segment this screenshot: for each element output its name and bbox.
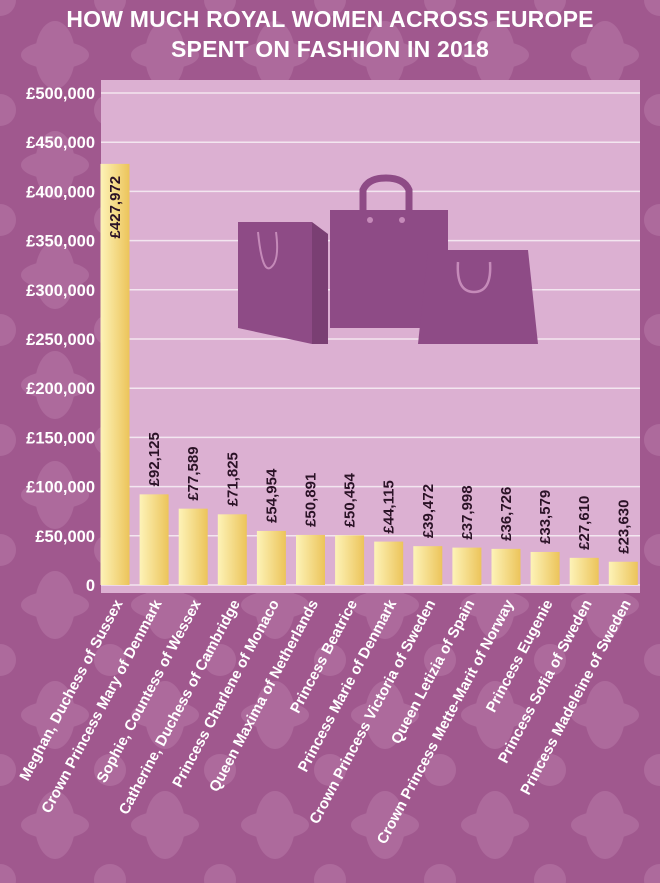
y-tick-label: £50,000 xyxy=(35,528,95,546)
data-label: £37,998 xyxy=(459,485,476,539)
y-tick-label: £300,000 xyxy=(26,282,95,300)
bar xyxy=(256,530,286,585)
data-label: £54,954 xyxy=(263,468,280,523)
y-tick-label: £250,000 xyxy=(26,331,95,349)
bag-right xyxy=(418,250,538,344)
data-label: £71,825 xyxy=(224,452,241,506)
chart-title-line-2: SPENT ON FASHION IN 2018 xyxy=(171,36,489,62)
chart-title: HOW MUCH ROYAL WOMEN ACROSS EUROPE SPENT… xyxy=(0,4,660,64)
y-tick-label: £350,000 xyxy=(26,233,95,251)
y-tick-label: 0 xyxy=(86,577,95,595)
y-tick-label: £150,000 xyxy=(26,429,95,447)
data-label: £427,972 xyxy=(107,176,124,239)
bar xyxy=(530,551,560,585)
bar xyxy=(374,541,404,585)
bag-left-front xyxy=(238,222,312,344)
y-tick-label: £450,000 xyxy=(26,134,95,152)
bag-middle-rivet xyxy=(367,217,373,223)
bag-right-handle xyxy=(456,261,492,294)
bag-middle-handle xyxy=(359,174,413,210)
data-label: £50,454 xyxy=(342,472,359,527)
chart-title-line-1: HOW MUCH ROYAL WOMEN ACROSS EUROPE xyxy=(66,6,594,32)
bar xyxy=(139,494,169,585)
bar xyxy=(178,508,208,585)
data-label: £44,115 xyxy=(381,480,398,533)
plot-area xyxy=(101,80,640,593)
bar xyxy=(413,546,443,585)
data-label: £23,630 xyxy=(615,500,632,554)
y-tick-label: £400,000 xyxy=(26,183,95,201)
data-label: £50,891 xyxy=(303,473,320,527)
bar xyxy=(335,535,365,585)
data-label: £27,610 xyxy=(576,496,593,550)
bar xyxy=(491,548,521,585)
data-label: £39,472 xyxy=(420,484,437,538)
bar xyxy=(452,547,482,585)
bar xyxy=(100,163,130,585)
data-label: £77,589 xyxy=(185,446,202,500)
data-label: £33,579 xyxy=(537,490,554,544)
data-label: £36,726 xyxy=(498,487,515,541)
bar xyxy=(569,557,599,585)
bag-middle-rivet xyxy=(399,217,405,223)
y-tick-label: £200,000 xyxy=(26,380,95,398)
data-label: £92,125 xyxy=(146,432,163,486)
bag-left-handle xyxy=(257,231,279,270)
shopping-bags-icon xyxy=(238,174,538,344)
bag-left-side xyxy=(312,222,328,344)
y-tick-label: £100,000 xyxy=(26,479,95,497)
bar xyxy=(608,561,638,585)
bag-middle xyxy=(330,210,448,328)
bar xyxy=(217,514,247,585)
y-tick-label: £500,000 xyxy=(26,85,95,103)
bar xyxy=(296,534,325,585)
